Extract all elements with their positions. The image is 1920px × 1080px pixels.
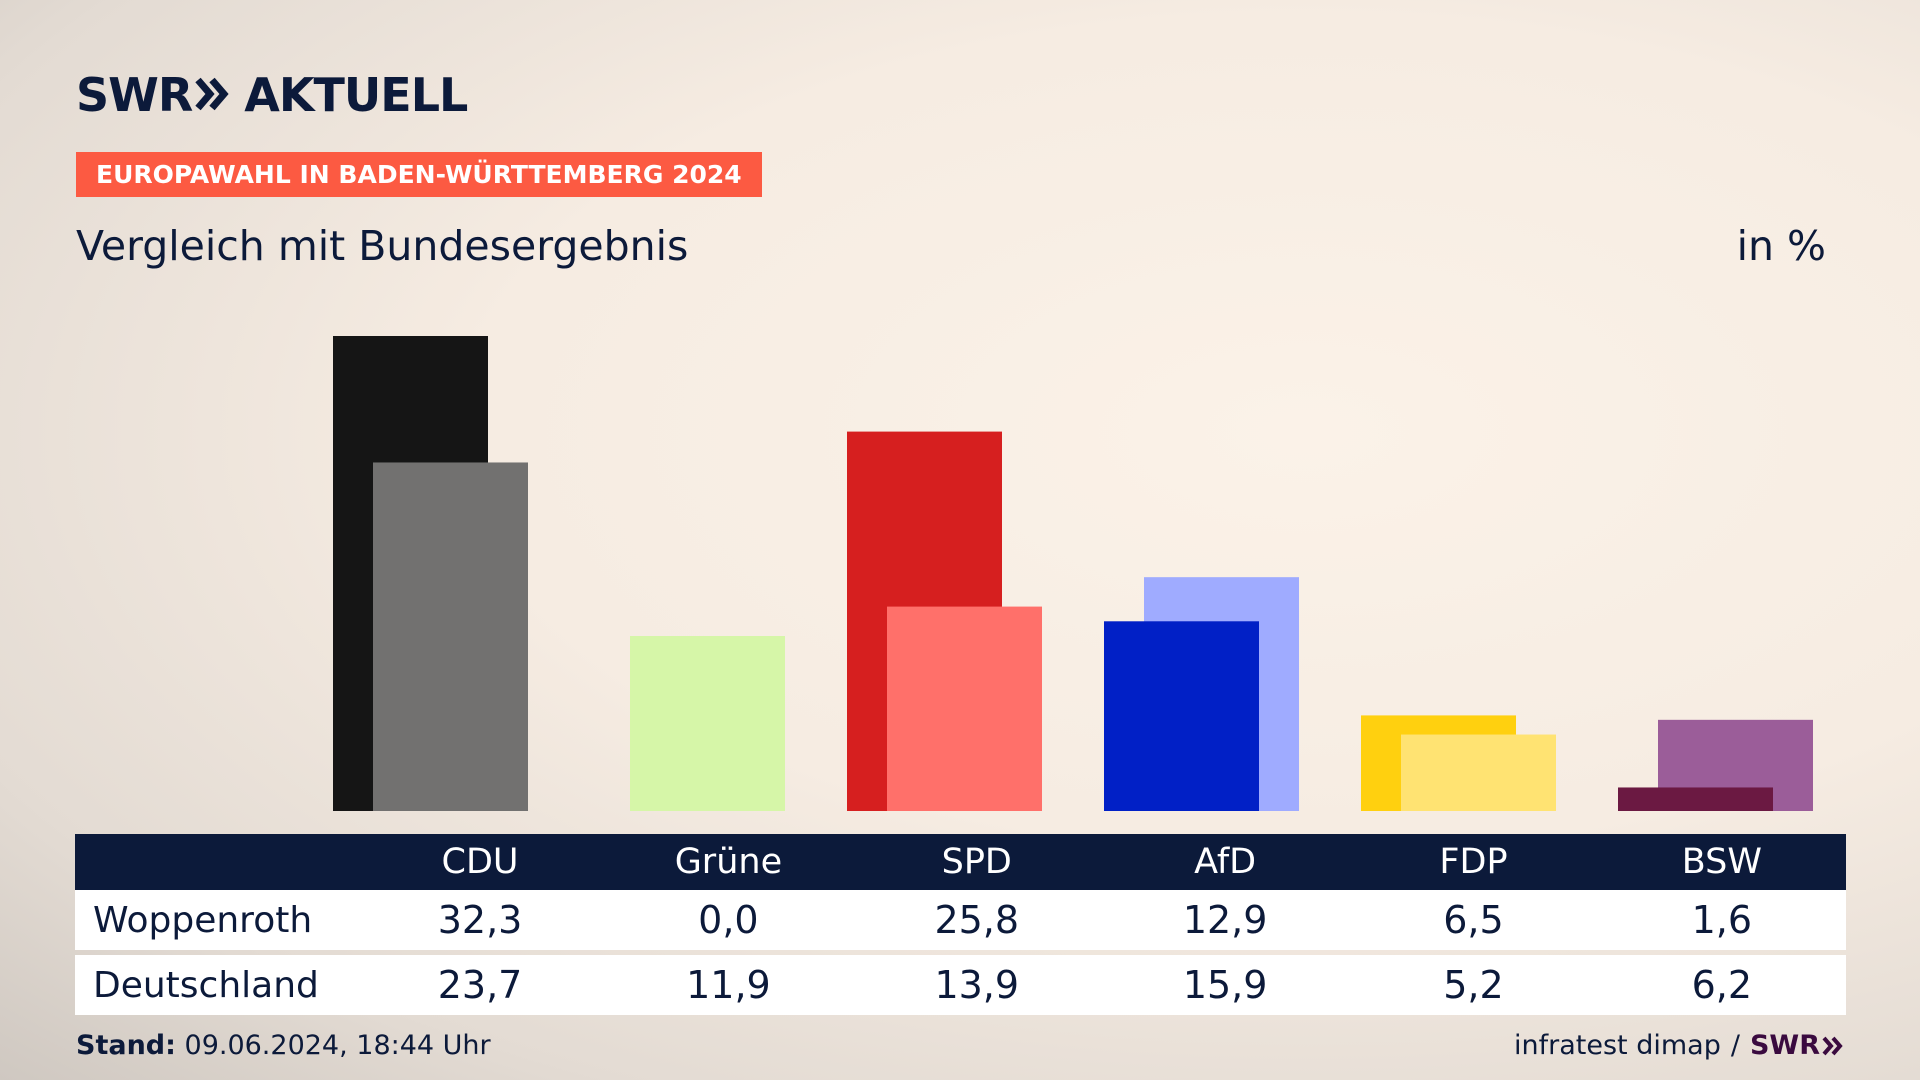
party-header-bsw: BSW	[1681, 842, 1762, 882]
bar-gruene-deutschland	[630, 636, 785, 811]
logo-text: SWR	[76, 68, 193, 122]
bar-cdu-deutschland	[373, 462, 528, 811]
value-cell: 5,2	[1443, 963, 1504, 1007]
table-row: Woppenroth 32,3 0,0 25,8 12,9 6,5 1,6	[75, 890, 1846, 950]
party-header-fdp: FDP	[1439, 842, 1508, 882]
stand-value: 09.06.2024, 18:44 Uhr	[184, 1030, 491, 1061]
table-row: Deutschland 23,7 11,9 13,9 15,9 5,2 6,2	[75, 955, 1846, 1015]
value-cell: 25,8	[934, 898, 1020, 942]
timestamp: Stand: 09.06.2024, 18:44 Uhr	[76, 1030, 491, 1061]
double-chevron-icon	[1822, 1036, 1843, 1055]
chart-subtitle: Vergleich mit Bundesergebnis	[76, 222, 689, 270]
party-header-gruene: Grüne	[674, 842, 783, 882]
value-cell: 11,9	[686, 963, 771, 1007]
stand-label: Stand:	[76, 1030, 176, 1061]
row-label-deutschland: Deutschland	[93, 964, 319, 1006]
bar-chart	[333, 336, 1813, 811]
bar-bsw-woppenroth	[1618, 787, 1773, 811]
source-credit: infratest dimap / SWR	[1514, 1030, 1844, 1061]
row-label-woppenroth: Woppenroth	[93, 899, 313, 941]
value-cell: 32,3	[437, 898, 523, 942]
value-cell: 1,6	[1691, 898, 1753, 942]
swr-small-logo: SWR	[1750, 1030, 1844, 1061]
table-header: CDU Grüne SPD AfD FDP BSW	[75, 834, 1846, 890]
value-cell: 13,9	[934, 963, 1020, 1007]
election-tag: EUROPAWAHL IN BADEN-WÜRTTEMBERG 2024	[76, 152, 762, 197]
value-cell: 12,9	[1182, 898, 1268, 942]
bar-afd-woppenroth	[1104, 621, 1259, 811]
results-table: CDU Grüne SPD AfD FDP BSW Woppenroth 32,…	[75, 834, 1846, 1015]
value-cell: 6,5	[1443, 898, 1504, 942]
unit-label: in %	[1736, 222, 1826, 270]
value-cell: 23,7	[437, 963, 523, 1007]
double-chevron-icon	[194, 68, 230, 122]
swr-small-logo-text: SWR	[1749, 1030, 1820, 1061]
swr-aktuell-logo: SWR AKTUELL	[76, 68, 468, 122]
party-header-afd: AfD	[1194, 842, 1257, 882]
party-header-cdu: CDU	[441, 842, 519, 882]
party-header-spd: SPD	[941, 842, 1012, 882]
value-cell: 15,9	[1182, 963, 1268, 1007]
source-separator: /	[1730, 1030, 1740, 1061]
source-name: infratest dimap	[1514, 1030, 1721, 1061]
value-cell: 6,2	[1691, 963, 1753, 1007]
value-cell: 0,0	[698, 898, 759, 942]
bar-fdp-deutschland	[1401, 734, 1556, 811]
logo-suffix: AKTUELL	[244, 68, 468, 122]
bar-spd-deutschland	[887, 606, 1042, 811]
